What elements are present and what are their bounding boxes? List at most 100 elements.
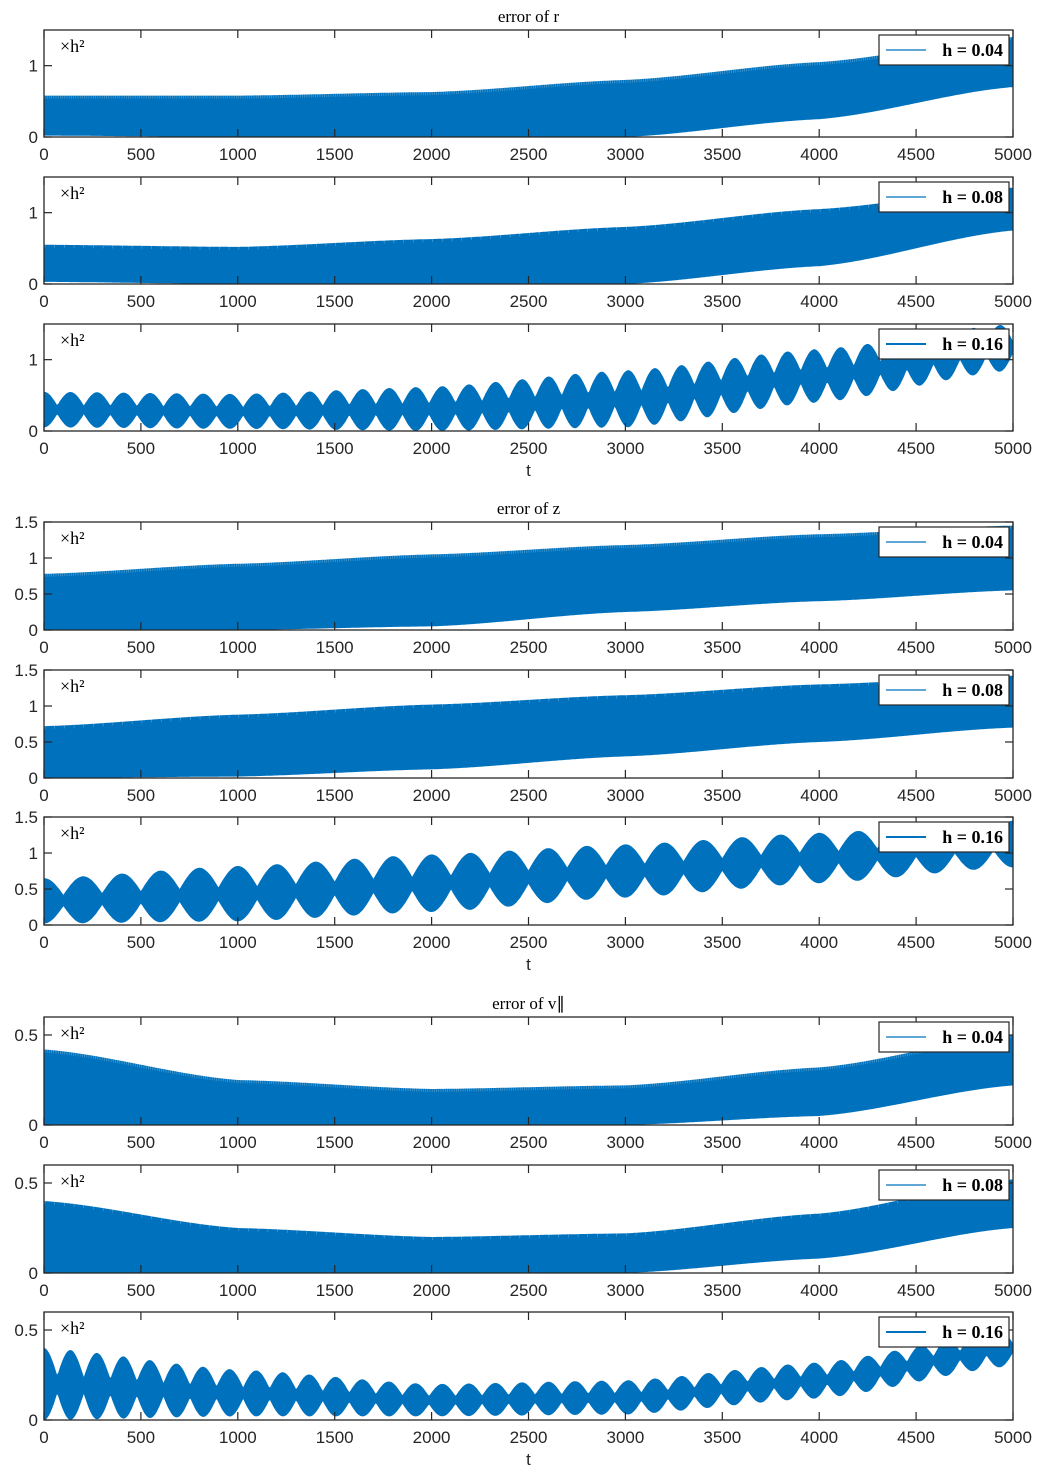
y-tick-label: 0 xyxy=(29,1411,38,1430)
x-tick-label: 3500 xyxy=(703,145,741,164)
x-tick-label: 2000 xyxy=(413,638,451,657)
subplot-3: 0 500 1000 1500 2000 2500 3000 3500 4000 4500 5000… xyxy=(29,323,1032,480)
x-tick-label: 4500 xyxy=(897,1428,935,1447)
x-tick-label: 0 xyxy=(39,1428,48,1447)
x-tick-label: 0 xyxy=(39,638,48,657)
scale-label: ×h² xyxy=(60,330,85,350)
x-tick-label: 1000 xyxy=(219,1281,257,1300)
legend-label: h = 0.08 xyxy=(942,680,1003,700)
x-tick-label: 500 xyxy=(127,439,155,458)
x-tick-label: 2000 xyxy=(413,786,451,805)
data-series-fill xyxy=(44,1179,1013,1273)
x-tick-label: 2000 xyxy=(413,145,451,164)
x-tick-label: 2500 xyxy=(510,933,548,952)
legend: h = 0.08 xyxy=(878,181,1010,213)
y-tick-label: 1 xyxy=(29,844,38,863)
y-tick-label: 1.5 xyxy=(14,808,38,827)
x-tick-label: 4500 xyxy=(897,1281,935,1300)
x-tick-label: 1500 xyxy=(316,145,354,164)
x-tick-label: 5000 xyxy=(994,145,1032,164)
chart-title: error of z xyxy=(497,499,561,518)
x-tick-label: 2500 xyxy=(510,145,548,164)
x-tick-label: 3000 xyxy=(606,1133,644,1152)
subplot-9: 0 500 1000 1500 2000 2500 3000 3500 4000 4500 5000… xyxy=(14,1311,1032,1469)
x-tick-label: 1000 xyxy=(219,1428,257,1447)
x-axis-label: t xyxy=(526,461,531,480)
y-tick-label: 1 xyxy=(29,204,38,223)
legend: h = 0.08 xyxy=(878,1169,1010,1201)
x-tick-label: 500 xyxy=(127,933,155,952)
y-tick-label: 0 xyxy=(29,275,38,294)
x-tick-label: 1000 xyxy=(219,933,257,952)
x-tick-label: 1000 xyxy=(219,292,257,311)
y-tick-label: 0.5 xyxy=(14,880,38,899)
x-tick-label: 1500 xyxy=(316,1133,354,1152)
data-series-fill xyxy=(44,1035,1013,1125)
x-tick-label: 1500 xyxy=(316,1281,354,1300)
x-tick-label: 5000 xyxy=(994,1281,1032,1300)
legend: h = 0.04 xyxy=(878,34,1010,66)
x-tick-label: 1000 xyxy=(219,786,257,805)
x-tick-label: 1000 xyxy=(219,638,257,657)
y-tick-label: 0 xyxy=(29,422,38,441)
x-tick-label: 5000 xyxy=(994,292,1032,311)
y-tick-label: 1.5 xyxy=(14,661,38,680)
x-tick-label: 0 xyxy=(39,292,48,311)
x-tick-label: 3500 xyxy=(703,439,741,458)
x-tick-label: 4500 xyxy=(897,786,935,805)
x-tick-label: 4500 xyxy=(897,145,935,164)
x-tick-label: 1500 xyxy=(316,638,354,657)
scale-label: ×h² xyxy=(60,1171,85,1191)
x-tick-label: 0 xyxy=(39,786,48,805)
scale-label: ×h² xyxy=(60,528,85,548)
legend-label: h = 0.16 xyxy=(942,1322,1003,1342)
x-tick-label: 2000 xyxy=(413,933,451,952)
x-tick-label: 1500 xyxy=(316,292,354,311)
x-tick-label: 2000 xyxy=(413,1428,451,1447)
x-tick-label: 500 xyxy=(127,1133,155,1152)
y-tick-label: 1.5 xyxy=(14,513,38,532)
subplot-8: 0 500 1000 1500 2000 2500 3000 3500 4000 4500 5000… xyxy=(14,1164,1032,1300)
x-tick-label: 4000 xyxy=(800,439,838,458)
subplot-1: 0 500 1000 1500 2000 2500 3000 3500 4000 4500 5000… xyxy=(29,7,1032,164)
x-tick-label: 5000 xyxy=(994,1428,1032,1447)
legend: h = 0.04 xyxy=(878,1021,1010,1053)
x-tick-label: 4000 xyxy=(800,292,838,311)
x-tick-label: 2500 xyxy=(510,786,548,805)
data-series-fill xyxy=(44,1331,1013,1420)
x-tick-label: 2000 xyxy=(413,1281,451,1300)
data-series-fill xyxy=(44,325,1013,431)
x-tick-label: 5000 xyxy=(994,1133,1032,1152)
x-tick-label: 0 xyxy=(39,1133,48,1152)
x-axis-label: t xyxy=(526,955,531,974)
x-tick-label: 500 xyxy=(127,145,155,164)
x-tick-label: 3500 xyxy=(703,638,741,657)
x-tick-label: 1500 xyxy=(316,439,354,458)
x-tick-label: 3000 xyxy=(606,638,644,657)
x-tick-label: 3000 xyxy=(606,292,644,311)
data-series-fill xyxy=(44,675,1013,778)
y-tick-label: 0.5 xyxy=(14,1026,38,1045)
subplot-2: 0 500 1000 1500 2000 2500 3000 3500 4000 4500 5000… xyxy=(29,176,1032,311)
x-tick-label: 0 xyxy=(39,933,48,952)
subplot-5: 0 500 1000 1500 2000 2500 3000 3500 4000 4500 5000… xyxy=(14,661,1032,805)
oscillation-texture xyxy=(44,1178,1005,1240)
scale-label: ×h² xyxy=(60,183,85,203)
legend-label: h = 0.08 xyxy=(942,187,1003,207)
y-tick-label: 0.5 xyxy=(14,585,38,604)
legend-label: h = 0.04 xyxy=(942,532,1003,552)
x-tick-label: 0 xyxy=(39,439,48,458)
data-series-fill xyxy=(44,187,1013,284)
x-tick-label: 4500 xyxy=(897,933,935,952)
x-tick-label: 4000 xyxy=(800,1281,838,1300)
data-series-fill xyxy=(44,37,1013,137)
y-tick-label: 0 xyxy=(29,769,38,788)
oscillation-texture xyxy=(44,1033,1012,1092)
subplot-7: 0 500 1000 1500 2000 2500 3000 3500 4000 4500 5000… xyxy=(14,994,1032,1152)
x-tick-label: 500 xyxy=(127,1281,155,1300)
x-tick-label: 0 xyxy=(39,145,48,164)
x-tick-label: 3000 xyxy=(606,439,644,458)
legend: h = 0.16 xyxy=(878,1316,1010,1348)
x-tick-label: 2500 xyxy=(510,1281,548,1300)
legend-label: h = 0.04 xyxy=(942,40,1003,60)
